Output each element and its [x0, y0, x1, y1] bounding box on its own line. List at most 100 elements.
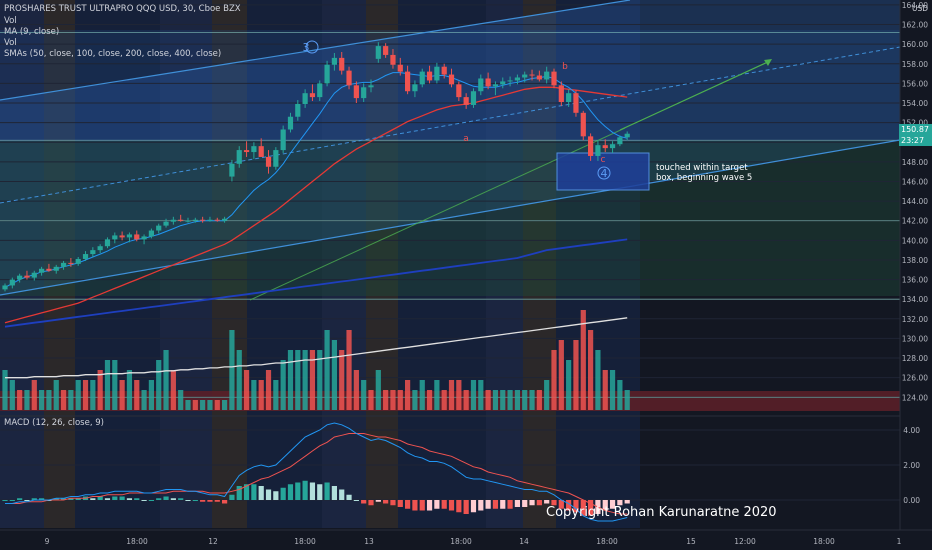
macd-histogram-bar: [580, 500, 586, 516]
price-tick-label: 140.00: [902, 236, 928, 245]
volume-bar: [214, 400, 220, 410]
time-tick-label: 18:00: [450, 537, 472, 546]
volume-bar: [339, 350, 345, 410]
volume-bar: [31, 380, 37, 410]
volume-bar: [353, 370, 359, 410]
volume-bar: [9, 380, 15, 410]
volume-bar: [222, 400, 228, 410]
macd-histogram-bar: [441, 500, 447, 509]
volume-bar: [492, 390, 499, 410]
macd-histogram-bar: [507, 500, 513, 509]
volume-bar: [273, 380, 279, 410]
candle-body: [126, 234, 133, 238]
candle-body: [595, 145, 601, 156]
legend-vol-2[interactable]: Vol: [4, 38, 17, 48]
note-line-1: touched within target: [656, 163, 748, 173]
volume-bar: [2, 370, 8, 410]
macd-histogram-bar: [624, 500, 630, 504]
candle-body: [324, 64, 330, 84]
candle-body: [617, 137, 623, 145]
price-tick-label: 144.00: [902, 197, 928, 206]
macd-histogram-bar: [558, 500, 564, 509]
time-tick-label: 12: [208, 537, 218, 546]
volume-bar: [558, 340, 564, 410]
volume-bar: [75, 380, 81, 410]
candle-body: [280, 129, 286, 151]
macd-histogram-bar: [383, 500, 389, 504]
volume-bar: [405, 380, 411, 410]
volume-bar: [507, 390, 513, 410]
session-zone: [486, 0, 523, 528]
macd-histogram-bar: [500, 500, 506, 509]
price-tick-label: 146.00: [902, 177, 928, 186]
macd-histogram-bar: [258, 486, 264, 500]
volume-bar: [419, 380, 425, 410]
candle-body: [192, 219, 198, 221]
volume-bar: [441, 390, 447, 410]
macd-histogram-bar: [90, 498, 96, 500]
macd-legend: MACD (12, 26, close, 9): [4, 418, 104, 428]
macd-histogram-bar: [9, 500, 15, 501]
macd-histogram-bar: [251, 484, 257, 500]
time-tick-label: 12:00: [734, 537, 756, 546]
projection-line-2: [619, 60, 771, 131]
wave-a-label: a: [463, 134, 469, 144]
macd-histogram-bar: [280, 487, 286, 500]
candle-body: [53, 266, 59, 271]
candle-body: [31, 272, 37, 278]
volume-bar: [178, 390, 184, 410]
macd-histogram-bar: [134, 498, 140, 500]
candle-body: [485, 78, 491, 87]
volume-bar: [302, 350, 308, 410]
volume-bar: [602, 370, 608, 410]
volume-bar: [324, 330, 330, 410]
moving-averages: [4, 72, 628, 379]
macd-histogram-bar: [229, 494, 235, 500]
channel-upper: [0, 0, 631, 101]
candle-body: [383, 46, 389, 55]
time-tick-label: 14: [519, 537, 529, 546]
macd-histogram-bar: [273, 491, 279, 500]
candle-body: [68, 262, 74, 264]
macd-histogram-bar: [353, 500, 359, 501]
volume-bar: [287, 350, 294, 410]
candles: [2, 42, 630, 292]
volume-bar: [478, 380, 484, 410]
volume-bar: [236, 350, 242, 410]
macd-histogram-bar: [24, 500, 30, 501]
candle-body: [2, 285, 8, 290]
price-tick-label: 136.00: [902, 276, 928, 285]
legend-ma[interactable]: MA (9, close): [4, 27, 60, 37]
macd-histogram-bar: [492, 500, 499, 509]
candle-body: [156, 225, 162, 231]
volume-bar: [624, 390, 630, 410]
legend-vol[interactable]: Vol: [4, 16, 17, 26]
candle-body: [46, 268, 52, 271]
macd-histogram-bar: [39, 498, 45, 500]
macd-tick-label: 0.00: [903, 496, 920, 505]
candle-body: [434, 66, 440, 81]
macd-histogram-bar: [309, 482, 316, 500]
candle-body: [104, 239, 111, 247]
price-axis-bg: [900, 0, 932, 530]
candle-body: [148, 230, 154, 237]
macd-histogram-bar: [119, 496, 125, 500]
volume-bar: [346, 330, 352, 410]
macd-histogram-bar: [478, 500, 484, 511]
candle-body: [134, 234, 140, 240]
macd-histogram-bar: [2, 500, 8, 501]
volume-bar: [200, 400, 206, 410]
legend-smas[interactable]: SMAs (50, close, 100, close, 200, close,…: [4, 49, 222, 59]
macd-histogram-bar: [361, 500, 367, 504]
copyright-text: Copyright Rohan Karunaratne 2020: [546, 505, 777, 520]
volume-bar: [119, 380, 125, 410]
macd-histogram-bar: [302, 480, 308, 500]
volume-bar: [280, 360, 286, 410]
candle-body: [580, 112, 586, 137]
macd-histogram-bar: [522, 500, 528, 507]
macd-histogram-bar: [470, 500, 477, 513]
candle-body: [17, 275, 23, 280]
sma400-line: [5, 317, 628, 379]
